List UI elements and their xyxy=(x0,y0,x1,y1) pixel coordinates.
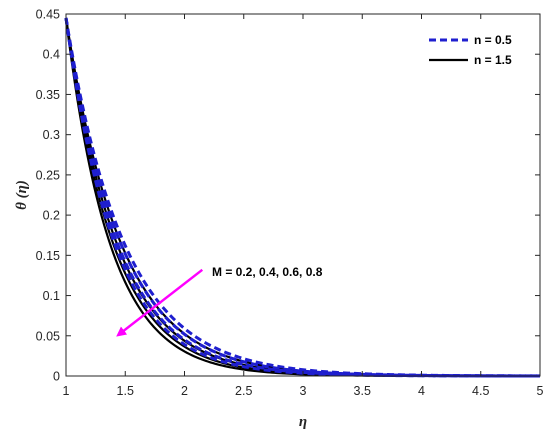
y-tick-label: 0.05 xyxy=(36,329,60,343)
y-tick-label: 0.3 xyxy=(43,128,60,142)
x-tick-label: 4.5 xyxy=(472,384,489,398)
annotation-arrow xyxy=(116,268,204,337)
x-tick-label: 4 xyxy=(418,384,425,398)
annotation-text: M = 0.2, 0.4, 0.6, 0.8 xyxy=(212,265,323,279)
series-line-n05-1 xyxy=(64,17,541,378)
x-tick-label: 1 xyxy=(63,384,70,398)
legend-box xyxy=(423,26,533,74)
y-tick-label: 0.15 xyxy=(36,249,60,263)
y-ticks: 0 0.05 0.1 0.15 0.2 0.25 0.3 0.35 0.4 0.45 xyxy=(36,8,540,384)
x-tick-label: 3.5 xyxy=(354,384,371,398)
x-tick-label: 2 xyxy=(181,384,188,398)
annotation: M = 0.2, 0.4, 0.6, 0.8 xyxy=(116,265,323,337)
legend: n = 0.5 n = 1.5 xyxy=(423,26,533,74)
x-ticks: 1 1.5 2 2.5 3 3.5 4 4.5 5 xyxy=(63,14,544,398)
y-tick-label: 0.35 xyxy=(36,88,60,102)
y-tick-label: 0 xyxy=(53,370,60,384)
y-axis-label: θ (η) xyxy=(14,180,30,210)
y-tick-label: 0.2 xyxy=(43,209,60,223)
legend-label-n05: n = 0.5 xyxy=(474,33,512,47)
x-axis-label: η xyxy=(299,414,307,430)
legend-label-n15: n = 1.5 xyxy=(474,53,512,67)
y-tick-label: 0.1 xyxy=(43,289,60,303)
x-tick-label: 1.5 xyxy=(117,384,134,398)
y-tick-label: 0.4 xyxy=(43,48,60,62)
y-tick-label: 0.45 xyxy=(36,8,60,22)
x-tick-label: 3 xyxy=(300,384,307,398)
y-tick-label: 0.25 xyxy=(36,168,60,182)
x-tick-label: 2.5 xyxy=(235,384,252,398)
x-tick-label: 5 xyxy=(537,384,544,398)
